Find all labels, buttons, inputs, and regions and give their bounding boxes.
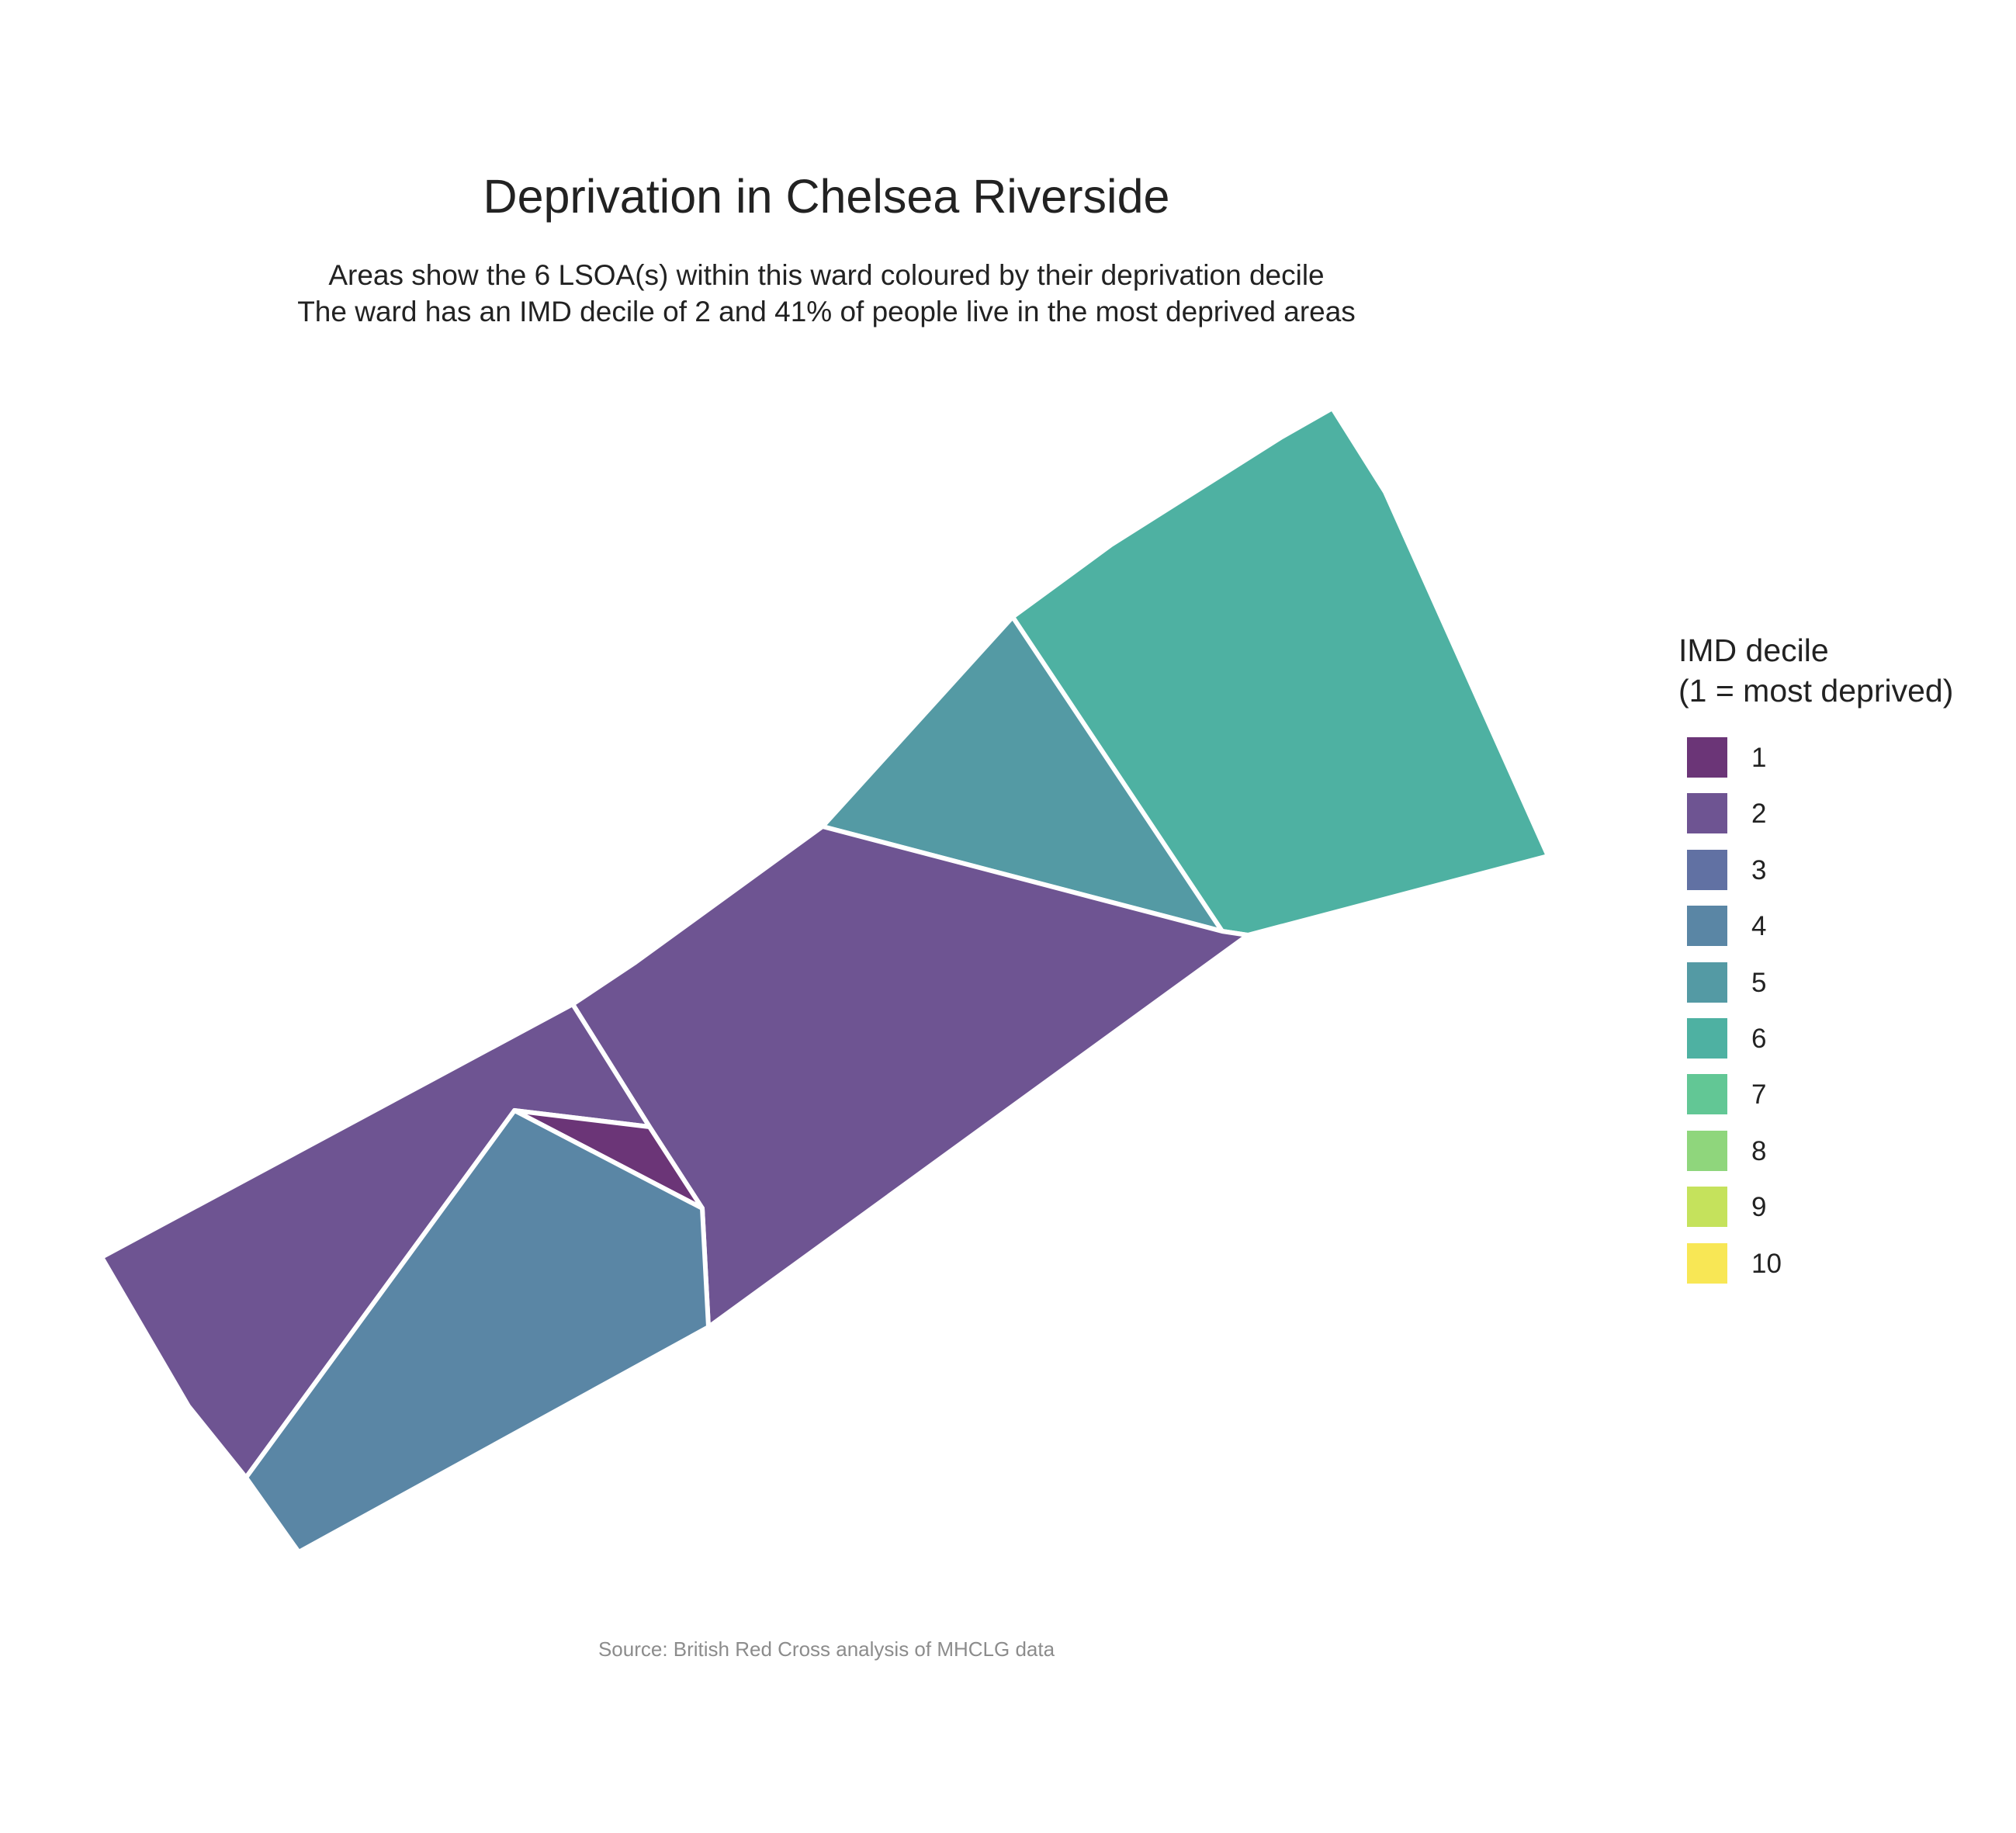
legend-swatch xyxy=(1687,737,1727,778)
legend-item-1: 1 xyxy=(1678,731,1953,787)
legend-swatch xyxy=(1687,1187,1727,1228)
legend-label: 8 xyxy=(1751,1135,1767,1166)
legend-item-4: 4 xyxy=(1678,899,1953,955)
legend-item-8: 8 xyxy=(1678,1124,1953,1180)
legend: IMD decile (1 = most deprived) 1 2 3 4 5… xyxy=(1678,630,1953,1293)
legend-label: 2 xyxy=(1751,799,1767,830)
legend-label: 7 xyxy=(1751,1079,1767,1111)
lsoa-south xyxy=(244,1108,711,1554)
legend-swatch xyxy=(1687,793,1727,834)
legend-label: 6 xyxy=(1751,1023,1767,1054)
legend-items: 1 2 3 4 5 6 7 8 xyxy=(1678,731,1953,1293)
legend-item-9: 9 xyxy=(1678,1180,1953,1236)
source-caption: Source: British Red Cross analysis of MH… xyxy=(598,1637,1055,1661)
legend-label: 9 xyxy=(1751,1192,1767,1223)
legend-label: 5 xyxy=(1751,967,1767,998)
legend-swatch xyxy=(1687,1242,1727,1284)
legend-swatch xyxy=(1687,849,1727,890)
legend-swatch xyxy=(1687,906,1727,947)
legend-swatch xyxy=(1687,962,1727,1003)
legend-swatch xyxy=(1687,1130,1727,1171)
legend-title-line-1: IMD decile xyxy=(1678,632,1829,668)
legend-title-line-2: (1 = most deprived) xyxy=(1678,673,1954,709)
legend-label: 10 xyxy=(1751,1248,1782,1279)
legend-item-3: 3 xyxy=(1678,844,1953,899)
legend-item-7: 7 xyxy=(1678,1068,1953,1124)
legend-swatch xyxy=(1687,1074,1727,1115)
legend-label: 3 xyxy=(1751,854,1767,885)
legend-label: 1 xyxy=(1751,743,1767,773)
map-subtitle-line-1: Areas show the 6 LSOA(s) within this war… xyxy=(328,259,1325,291)
map-subtitle-line-2: The ward has an IMD decile of 2 and 41% … xyxy=(297,296,1356,327)
legend-item-10: 10 xyxy=(1678,1237,1953,1293)
map-title: Deprivation in Chelsea Riverside xyxy=(483,170,1170,223)
legend-item-6: 6 xyxy=(1678,1012,1953,1068)
legend-label: 4 xyxy=(1751,911,1767,942)
legend-swatch xyxy=(1687,1017,1727,1059)
legend-item-5: 5 xyxy=(1678,956,1953,1012)
legend-item-2: 2 xyxy=(1678,787,1953,843)
